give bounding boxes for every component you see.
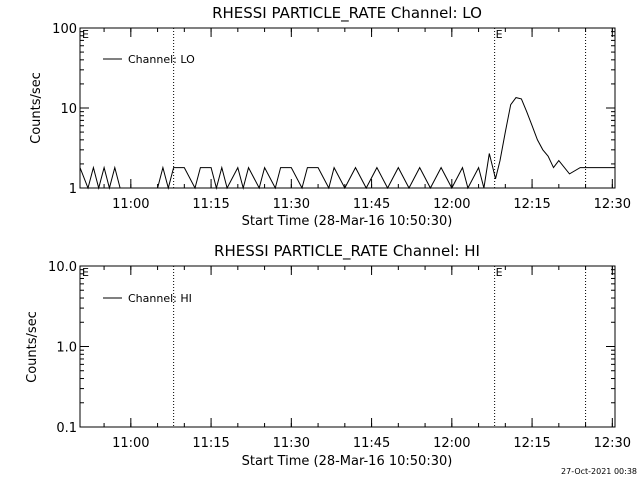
x-tick-label: 12:00 <box>433 436 470 451</box>
panel-hi-corner-label: E <box>82 266 89 279</box>
x-tick-label: 11:15 <box>192 436 229 451</box>
panel-lo-y-ticks: 1 10 100 <box>52 22 615 197</box>
panel-lo-ylabel: Counts/sec <box>29 72 44 144</box>
x-tick-label: 11:45 <box>353 197 390 212</box>
panel-hi: RHESSI PARTICLE_RATE Channel: HI Counts/… <box>25 242 631 469</box>
y-tick-label: 10.0 <box>48 260 77 275</box>
panel-lo-x-ticks: 11:00 11:15 11:30 11:45 12:00 12:15 12:30 <box>103 28 631 212</box>
panel-hi-legend-label: Channel: HI <box>128 292 192 305</box>
y-tick-label: 1 <box>69 182 77 197</box>
panel-lo-legend: Channel: LO <box>103 53 195 66</box>
x-tick-label: 12:30 <box>594 436 631 451</box>
x-tick-label: 11:00 <box>112 436 149 451</box>
panel-lo-plot-frame <box>79 27 616 189</box>
panel-lo: RHESSI PARTICLE_RATE Channel: LO Counts/… <box>29 4 631 229</box>
panel-hi-x-ticks: 11:00 11:15 11:30 11:45 12:00 12:15 12:30 <box>103 266 631 451</box>
panel-hi-legend: Channel: HI <box>103 292 192 305</box>
panel-lo-series-line <box>79 97 615 190</box>
event-marker-label: E <box>496 266 503 279</box>
x-tick-label: 12:15 <box>513 436 550 451</box>
x-tick-label: 11:30 <box>273 436 310 451</box>
y-tick-label: 10 <box>60 102 77 117</box>
panel-hi-y-ticks: 0.1 1.0 10.0 <box>48 260 615 436</box>
x-tick-label: 11:15 <box>192 197 229 212</box>
panel-lo-title: RHESSI PARTICLE_RATE Channel: LO <box>212 4 482 23</box>
panel-lo-event-markers: E <box>173 28 587 188</box>
y-tick-label: 0.1 <box>56 421 77 436</box>
x-tick-label: 11:00 <box>112 197 149 212</box>
x-tick-label: 11:45 <box>353 436 390 451</box>
y-tick-label: 100 <box>52 22 77 37</box>
panel-hi-event-markers: E <box>173 266 587 427</box>
footer-timestamp: 27-Oct-2021 00:38 <box>561 467 637 476</box>
x-tick-label: 12:15 <box>513 197 550 212</box>
panel-hi-title: RHESSI PARTICLE_RATE Channel: HI <box>214 242 480 261</box>
panel-hi-plot-frame <box>79 265 616 428</box>
panel-lo-corner-label: E <box>82 28 89 41</box>
panel-hi-xlabel: Start Time (28-Mar-16 10:50:30) <box>242 454 453 469</box>
x-tick-label: 12:30 <box>594 197 631 212</box>
x-tick-label: 12:00 <box>433 197 470 212</box>
y-tick-label: 1.0 <box>56 341 77 356</box>
panel-lo-xlabel: Start Time (28-Mar-16 10:50:30) <box>242 214 453 229</box>
panel-lo-legend-label: Channel: LO <box>128 53 195 66</box>
event-marker-label: E <box>496 28 503 41</box>
panel-hi-ylabel: Counts/sec <box>25 311 40 383</box>
x-tick-label: 11:30 <box>273 197 310 212</box>
